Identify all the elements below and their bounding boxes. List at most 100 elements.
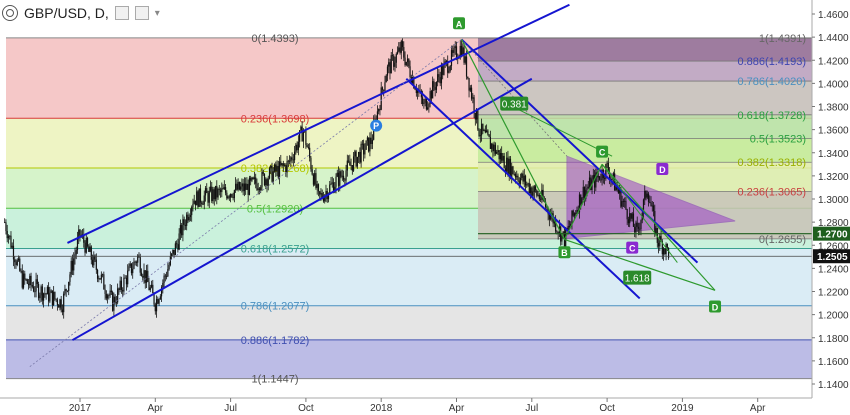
candle-body (39, 295, 41, 299)
candle-body (484, 130, 486, 133)
fib-level-label: 0.618(1.2572) (241, 243, 310, 255)
candle-body (145, 270, 148, 283)
candle-body (332, 182, 335, 193)
candle-body (142, 275, 144, 278)
candle-body (575, 213, 577, 215)
candle-body (539, 198, 542, 200)
descending-channel-lower[interactable] (405, 78, 641, 300)
eye-icon[interactable] (134, 6, 149, 20)
y-tick-label: 1.3400 (818, 149, 849, 160)
candle-body (635, 222, 637, 233)
candle-body (439, 77, 441, 84)
candle-body (181, 225, 183, 236)
candle-body (201, 202, 203, 205)
time-axis[interactable]: 2017 Apr Jul Oct 2018 Apr Jul Oct 2019 Apr (0, 397, 850, 415)
y-tick-label: 1.1800 (818, 334, 849, 345)
candle-body (25, 279, 27, 281)
candle-body (433, 81, 435, 88)
candle-body (437, 74, 439, 83)
candle-body (626, 209, 628, 220)
candle-body (275, 164, 277, 172)
candle-body (24, 273, 26, 280)
symbol-icon[interactable] (2, 5, 18, 21)
candle-body (645, 190, 647, 198)
candle-body (342, 175, 345, 180)
pattern-leg-ab[interactable] (460, 39, 565, 240)
candle-body (90, 246, 92, 260)
candle-body (482, 123, 484, 131)
fib-band (478, 61, 812, 82)
descending-channel-upper[interactable] (460, 38, 699, 264)
pattern-leg-bd[interactable] (564, 238, 716, 291)
candle-body (125, 277, 128, 285)
candle-body (182, 219, 184, 236)
candle-body (513, 174, 515, 175)
candle-body (147, 270, 149, 282)
candle-body (162, 282, 164, 288)
candle-body (354, 151, 356, 157)
fib-band (478, 38, 812, 62)
symbol-title[interactable]: GBP/USD, D, (24, 5, 109, 21)
settings-icon[interactable] (114, 6, 129, 20)
candle-body (651, 205, 653, 207)
candle-body (59, 299, 61, 308)
candle-body (597, 176, 599, 178)
candle-body (460, 45, 463, 56)
candle-body (557, 232, 559, 234)
abcd-label-text: C (629, 244, 636, 254)
ascending-channel-lower[interactable] (71, 77, 533, 341)
candle-body (214, 185, 217, 200)
y-tick-label: 1.1400 (818, 380, 849, 391)
candle-body (504, 168, 507, 172)
pattern-leg-cd[interactable] (601, 163, 716, 291)
candle-body (509, 158, 512, 178)
trend-lines[interactable] (6, 3, 812, 367)
candle-body (252, 177, 254, 179)
candle-body (218, 188, 220, 190)
candle-body (649, 201, 651, 203)
candle-body (664, 248, 666, 255)
candle-body (438, 74, 440, 78)
candle-body (386, 66, 389, 76)
candle-body (545, 201, 547, 207)
price-axis[interactable]: 1.4600 1.4400 1.4200 1.4000 1.3800 1.3600 1.34… (811, 0, 850, 415)
fib-level-label: 1(1.4391) (759, 33, 806, 45)
candle-body (29, 275, 31, 286)
candle-body (37, 284, 40, 299)
candle-body (320, 193, 322, 195)
pattern-leg-bc[interactable] (563, 164, 603, 240)
candle-body (213, 189, 215, 200)
candle-body (117, 288, 119, 303)
candle-body (601, 169, 603, 181)
candle-body (41, 286, 43, 301)
pattern-labels: A B C D C D 0.381 1.618 P (370, 17, 722, 313)
candle-body (128, 266, 130, 271)
ratio-line-0381[interactable] (506, 103, 613, 157)
candle-body (191, 207, 193, 216)
fib-band (6, 305, 812, 340)
abcd-label-d (656, 162, 669, 175)
candle-body (93, 255, 95, 266)
candle-body (309, 147, 311, 158)
candle-body (493, 144, 495, 152)
candle-body (659, 236, 661, 247)
x-tick-label: Apr (750, 403, 766, 414)
candle-body (12, 245, 15, 260)
ratio-line-1618[interactable] (601, 164, 678, 263)
candle-body (295, 144, 297, 152)
candle-body (346, 160, 348, 171)
candle-body (414, 88, 416, 90)
candle-body (174, 243, 176, 256)
ratio-label-text: 0.381 (502, 100, 527, 111)
ascending-channel-upper[interactable] (67, 3, 570, 244)
candle-body (219, 189, 222, 193)
candle-body (127, 270, 129, 285)
chevron-down-icon[interactable]: ▾ (154, 7, 160, 19)
candle-body (428, 103, 430, 108)
candle-body (598, 176, 601, 180)
candle-body (10, 235, 12, 248)
candle-body (209, 186, 212, 191)
candle-body (561, 233, 563, 242)
candle-body (424, 99, 426, 103)
candle-body (662, 248, 665, 255)
